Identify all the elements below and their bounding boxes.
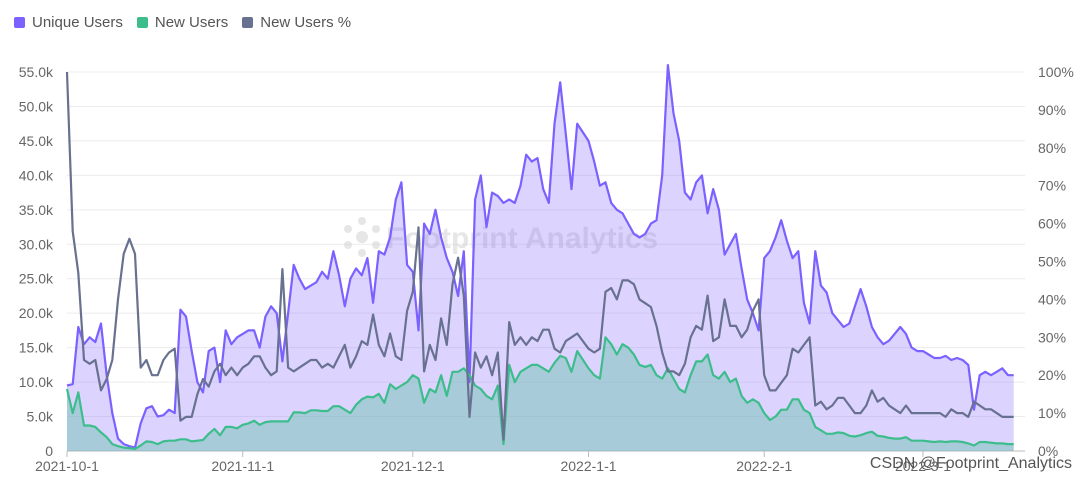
legend-label: Unique Users (32, 13, 123, 31)
area-new-users (67, 337, 1014, 451)
x-axis-tick-label: 2022-1-1 (560, 458, 616, 474)
right-axis-tick-label: 90% (1038, 102, 1066, 118)
right-axis-tick-label: 40% (1038, 291, 1066, 307)
right-axis-ticks: 0% 10% 20% 30% 40% 50% 60% 70% 80% 90% 100% (1038, 64, 1074, 459)
right-axis-tick-label: 60% (1038, 216, 1066, 232)
right-axis-tick-label: 20% (1038, 367, 1066, 383)
left-axis-tick-label: 5.0k (27, 409, 54, 425)
left-axis-tick-label: 55.0k (19, 64, 54, 80)
legend-item-new-users-pct[interactable]: New Users % (242, 14, 351, 31)
line-unique-users (66, 63, 1014, 449)
x-axis-tick-label: 2021-12-1 (381, 458, 445, 474)
legend-swatch (136, 16, 148, 28)
area-unique-users (67, 65, 1014, 451)
watermark-logo-icon (344, 217, 380, 257)
line-new-users (65, 336, 1014, 450)
left-axis-tick-label: 15.0k (19, 340, 54, 356)
left-axis-tick-label: 30.0k (19, 236, 54, 252)
right-axis-tick-label: 0% (1038, 443, 1058, 459)
right-axis-tick-label: 100% (1038, 64, 1074, 80)
legend-label: New Users (154, 13, 229, 31)
series-areas (67, 65, 1014, 451)
x-axis-tick-label: 2021-10-1 (35, 458, 99, 474)
credit-text: CSDN @Footprint_Analytics (869, 455, 1072, 472)
left-axis-ticks: 0 5.0k 10.0k 15.0k 20.0k 25.0k 30.0k 35.0k 40.0k… (19, 64, 54, 459)
legend-item-new-users[interactable]: New Users (136, 13, 229, 31)
line-new-users- (65, 71, 1014, 441)
left-axis-tick-label: 0 (45, 443, 53, 459)
right-axis-tick-label: 50% (1038, 254, 1066, 270)
legend: Unique Users New Users New Users % (14, 12, 351, 32)
legend-item-unique-users[interactable]: Unique Users (14, 14, 123, 31)
legend-swatch (242, 16, 254, 28)
gridlines (67, 71, 1025, 452)
left-axis-tick-label: 25.0k (19, 271, 54, 287)
legend-swatch (14, 16, 25, 28)
legend-label: New Users % (260, 13, 352, 31)
series-lines (65, 63, 1014, 450)
left-axis-tick-label: 45.0k (19, 133, 54, 149)
x-axis-tick-label: 2022-3-1 (895, 458, 951, 474)
left-axis-tick-label: 50.0k (19, 98, 54, 114)
right-axis-tick-label: 30% (1038, 329, 1066, 345)
left-axis-tick-label: 10.0k (19, 374, 54, 390)
watermark: Footprint Analytics (344, 217, 658, 257)
x-axis-tick-label: 2022-2-1 (736, 458, 792, 474)
right-axis-tick-label: 80% (1038, 140, 1066, 156)
x-axis-ticks: 2021-10-1 2021-11-1 2021-12-1 2022-1-1 2022-… (35, 451, 951, 474)
left-axis-tick-label: 20.0k (19, 305, 54, 321)
right-axis-tick-label: 70% (1038, 178, 1066, 194)
left-axis-tick-label: 35.0k (19, 202, 54, 218)
right-axis-tick-label: 10% (1038, 405, 1066, 421)
x-axis-tick-label: 2021-11-1 (211, 458, 274, 474)
left-axis-tick-label: 40.0k (19, 167, 54, 183)
